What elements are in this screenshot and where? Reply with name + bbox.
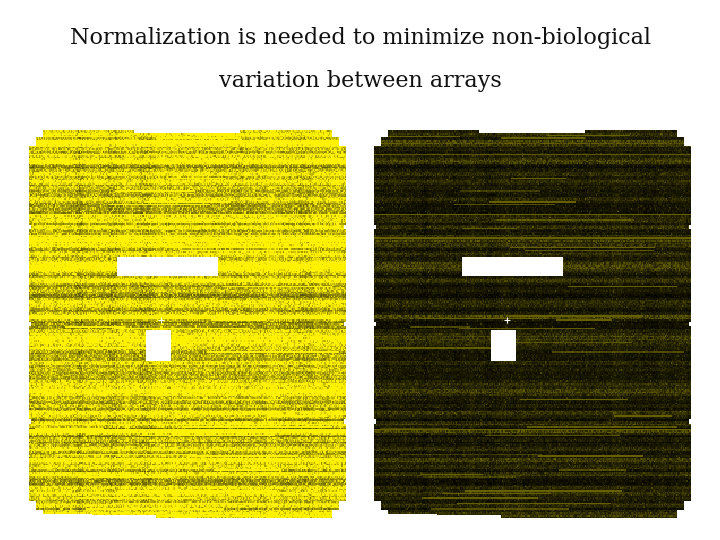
Text: Normalization is needed to minimize non-biological: Normalization is needed to minimize non-… <box>70 27 650 49</box>
Text: variation between arrays: variation between arrays <box>219 70 501 92</box>
